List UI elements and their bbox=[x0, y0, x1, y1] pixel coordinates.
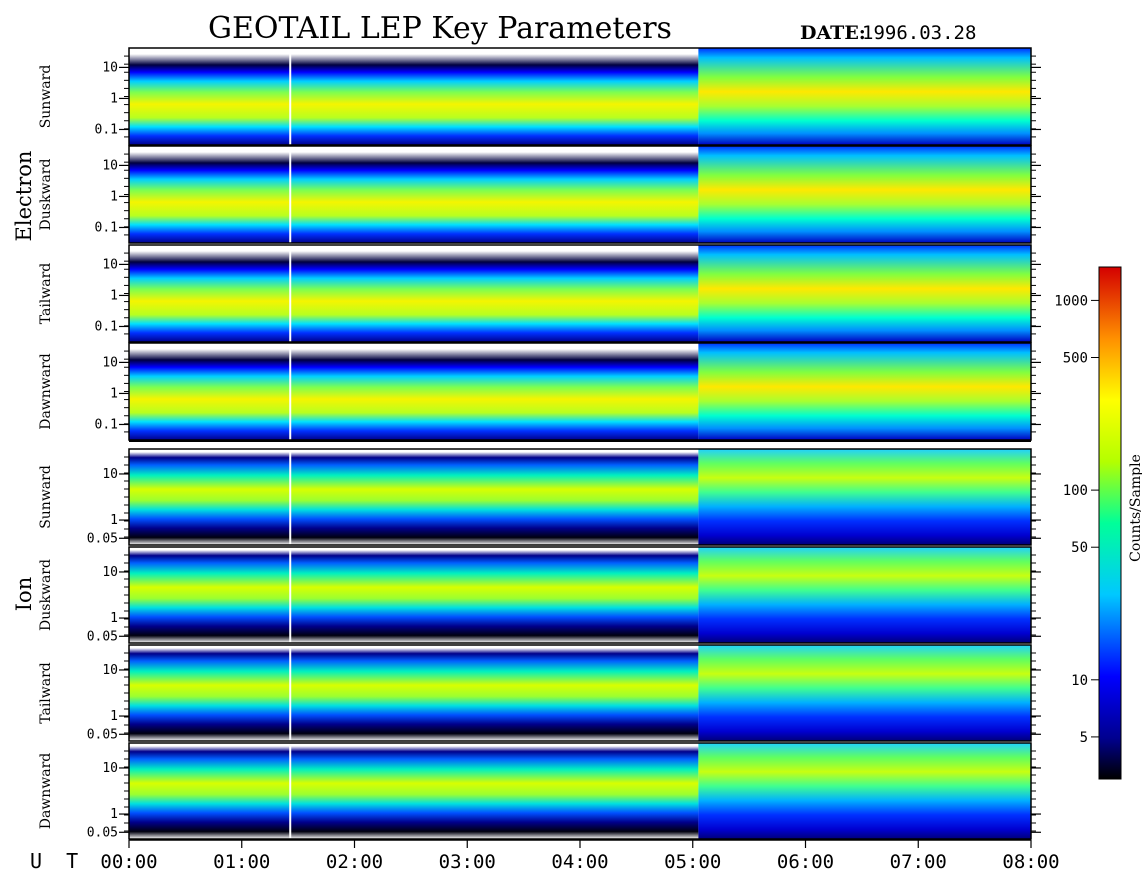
electron-panel-dawnward: 10 1 0.1 Dawnward bbox=[38, 342, 1041, 441]
ion-panel-duskward: 10 1 0.05 Duskward bbox=[38, 546, 1041, 644]
y-tick-label: 10 bbox=[102, 158, 118, 173]
panel-label: Tailward bbox=[38, 263, 54, 325]
panels-area: 10 1 0.1 Sunward 10 1 0.1 Duskward 10 1 0.1 Tailwar… bbox=[38, 47, 1041, 840]
panel-label: Dawnward bbox=[38, 753, 54, 830]
y-tick-label: 10 bbox=[102, 355, 118, 370]
y-tick-label: 0.05 bbox=[87, 629, 118, 644]
x-tick-label: 01:00 bbox=[213, 851, 270, 873]
y-tick-label: 1 bbox=[110, 611, 118, 626]
colorbar-scale bbox=[1098, 266, 1122, 780]
y-tick-label: 0.05 bbox=[87, 825, 118, 840]
x-tick-label: 07:00 bbox=[890, 851, 947, 873]
y-tick-label: 1 bbox=[110, 189, 118, 204]
x-axis: U T 00:00 01:00 02:00 03:00 04:00 05:00 06:00 0… bbox=[30, 839, 1060, 873]
x-tick-label: 04:00 bbox=[551, 851, 608, 873]
colorbar-tick-label: 50 bbox=[1071, 540, 1088, 556]
y-tick-label: 1 bbox=[110, 288, 118, 303]
y-tick-label: 10 bbox=[102, 467, 118, 482]
x-tick-label: 06:00 bbox=[777, 851, 834, 873]
panel-label: Tailward bbox=[38, 662, 54, 724]
ion-panel-dawnward: 10 1 0.05 Dawnward bbox=[38, 742, 1041, 840]
colorbar-tick-label: 5 bbox=[1080, 730, 1088, 746]
date-label: DATE: bbox=[800, 22, 866, 44]
colorbar-tick-label: 500 bbox=[1063, 351, 1088, 367]
x-tick-label: 02:00 bbox=[326, 851, 383, 873]
y-tick-label: 10 bbox=[102, 761, 118, 776]
panel-label: Sunward bbox=[38, 65, 54, 129]
y-tick-label: 0.1 bbox=[95, 122, 118, 137]
y-tick-label: 1 bbox=[110, 709, 118, 724]
y-tick-label: 10 bbox=[102, 565, 118, 580]
colorbar-tick-label: 100 bbox=[1063, 483, 1088, 499]
y-tick-label: 10 bbox=[102, 257, 118, 272]
ion-panel-sunward: 10 1 0.05 Sunward bbox=[38, 448, 1041, 546]
y-tick-label: 1 bbox=[110, 91, 118, 106]
y-tick-label: 10 bbox=[102, 60, 118, 75]
y-tick-label: 0.05 bbox=[87, 531, 118, 546]
y-tick-label: 0.1 bbox=[95, 319, 118, 334]
date-value: 1996.03.28 bbox=[862, 22, 976, 44]
x-axis-label: U T bbox=[30, 849, 84, 873]
colorbar-tick-label: 10 bbox=[1071, 673, 1088, 689]
y-tick-label: 1 bbox=[110, 386, 118, 401]
colorbar-tick-label: 1000 bbox=[1054, 293, 1088, 309]
panel-label: Duskward bbox=[38, 559, 54, 631]
x-tick-label: 08:00 bbox=[1002, 851, 1059, 873]
panel-label: Sunward bbox=[38, 465, 54, 529]
ion-panel-tailward: 10 1 0.05 Tailward bbox=[38, 644, 1041, 742]
y-tick-label: 1 bbox=[110, 513, 118, 528]
y-tick-label: 1 bbox=[110, 807, 118, 822]
group-label-ion: Ion bbox=[12, 577, 36, 611]
x-tick-label: 00:00 bbox=[100, 851, 157, 873]
y-tick-label: 0.1 bbox=[95, 417, 118, 432]
colorbar-label: Counts/Sample bbox=[1128, 454, 1142, 562]
electron-panel-duskward: 10 1 0.1 Duskward bbox=[38, 145, 1041, 244]
group-label-electron: Electron bbox=[12, 151, 36, 242]
y-tick-label: 0.05 bbox=[87, 727, 118, 742]
electron-panel-sunward: 10 1 0.1 Sunward bbox=[38, 47, 1041, 146]
y-tick-label: 10 bbox=[102, 663, 118, 678]
panel-label: Duskward bbox=[38, 159, 54, 231]
electron-panel-tailward: 10 1 0.1 Tailward bbox=[38, 244, 1041, 343]
panel-label: Dawnward bbox=[38, 353, 54, 430]
x-tick-label: 05:00 bbox=[664, 851, 721, 873]
figure-title: GEOTAIL LEP Key Parameters bbox=[208, 11, 672, 46]
x-tick-label: 03:00 bbox=[439, 851, 496, 873]
colorbar: Counts/Sample 1000 500 100 50 10 5 bbox=[1054, 266, 1142, 780]
y-tick-label: 0.1 bbox=[95, 220, 118, 235]
